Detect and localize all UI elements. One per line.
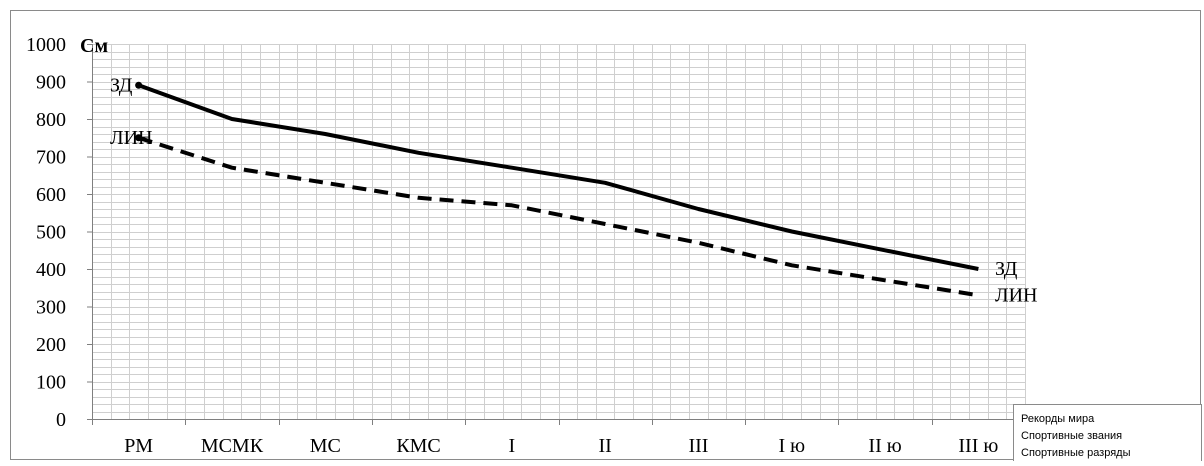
y-tick-label: 300 [36, 297, 66, 319]
legend-entry: Спортивные разряды [1021, 447, 1131, 459]
y-tick-label: 0 [56, 409, 66, 431]
legend-entry: Рекорды мира [1021, 413, 1095, 425]
y-tick-label: 100 [36, 372, 66, 394]
series-start-point [135, 81, 143, 89]
x-tick-label: I [509, 435, 516, 457]
x-tick-label: III ю [958, 435, 998, 457]
x-tick-label: II ю [868, 435, 901, 457]
legend: Рекорды мира Спортивные звания Спортивные … [1013, 404, 1202, 462]
x-tick-label: II [598, 435, 611, 457]
series-line-2 [138, 135, 979, 298]
x-tick-label: РМ [124, 435, 153, 457]
legend-box [1013, 404, 1202, 462]
y-tick-label: 1000 [26, 34, 66, 56]
grid [92, 44, 1026, 420]
series-label-end: ЛИН [995, 284, 1037, 306]
series-start-point [135, 134, 143, 142]
y-tick-label: 900 [36, 72, 66, 94]
series-label-end: ЗД [995, 258, 1018, 280]
y-tick-label: 400 [36, 259, 66, 281]
x-tick-label: I ю [778, 435, 805, 457]
series-label-start: ЛИН [110, 127, 152, 149]
x-tick-label: КМС [396, 435, 440, 457]
chart-border [10, 10, 1201, 460]
y-tick-label: 700 [36, 147, 66, 169]
y-tick-label: 600 [36, 184, 66, 206]
y-tick-label: 500 [36, 222, 66, 244]
series [135, 81, 979, 298]
x-tick-label: МС [310, 435, 341, 457]
x-tick-label: III [688, 435, 708, 457]
series-label-start: ЗД [110, 74, 133, 96]
series-line-1 [138, 83, 979, 271]
axes: 0 100 200 300 400 500 600 700 800 900 1000 РМ МСМК МС… [26, 34, 1026, 457]
y-tick-label: 800 [36, 109, 66, 131]
y-axis-label: См [80, 35, 108, 57]
y-tick-label: 200 [36, 334, 66, 356]
x-tick-label: МСМК [201, 435, 264, 457]
legend-entry: Спортивные звания [1021, 430, 1122, 442]
